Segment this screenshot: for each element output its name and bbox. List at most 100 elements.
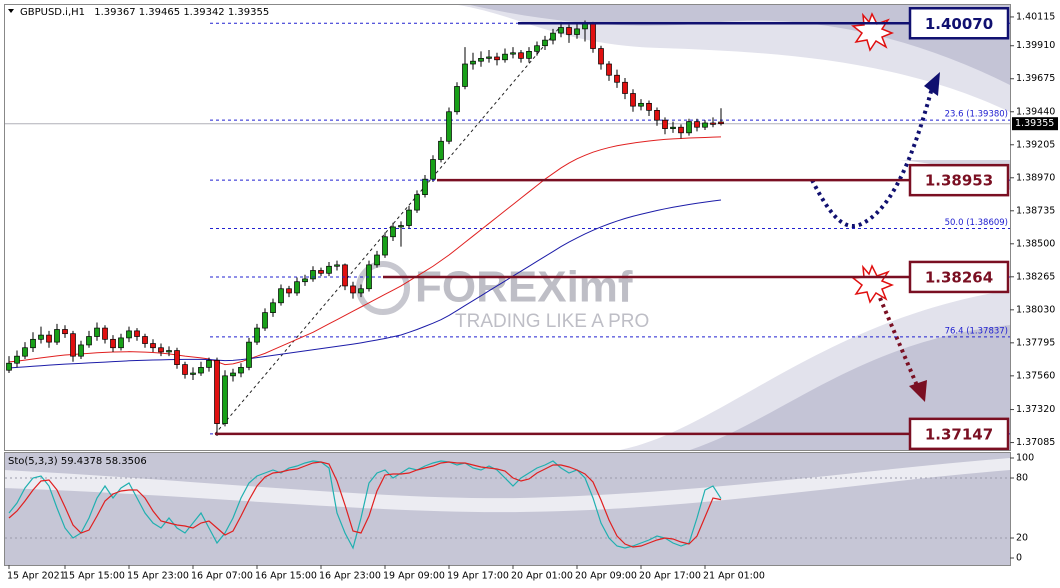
candle-body [494,56,500,61]
y-tick-label: 1.39675 [1016,73,1055,84]
watermark-tagline: TRADING LIKE A PRO [455,311,649,332]
candle-body [94,327,100,337]
scenario-arrow [810,87,934,228]
x-tick-label: 16 Apr 23:00 [319,571,381,582]
x-tick-label: 15 Apr 23:00 [127,571,189,582]
candle-body [118,337,124,349]
candle-body [350,285,356,294]
candle-body [406,209,412,226]
stoch-header: Sto(5,3,3) 59.4378 58.3506 [8,456,147,467]
candle-body [206,360,212,368]
candle-body [598,48,604,65]
candle-body [430,159,436,180]
candle-body [278,288,284,304]
candle-body [158,347,164,353]
stoch-line [8,460,722,550]
candle-body [238,367,244,374]
candle-body [318,270,324,274]
fib-label: 23.6 (1.39380) [945,110,1008,120]
open: 1.39367 [94,7,135,18]
y-tick-label: 1.38265 [1016,271,1055,282]
y-tick-label: 1.37320 [1016,404,1055,415]
candle-body [222,375,228,424]
candle-body [462,63,468,87]
candle-body [294,281,300,294]
candle-body [38,334,44,340]
scenario-arrow [878,297,920,389]
symbol-header: GBPUSD.i,H1 1.39367 1.39465 1.39342 1.39… [20,7,269,18]
candle-body [6,362,12,371]
candle-body [198,367,204,374]
candle-body [246,341,252,368]
candle-body [134,330,140,337]
candle-body [438,140,444,160]
candle-body [614,74,620,83]
candle-body [694,121,700,128]
candle-body [638,102,644,107]
candle-body [254,327,260,343]
moving-average [8,136,722,366]
menu-triangle [8,9,14,13]
level-box [908,7,1010,40]
level-box [908,163,1010,197]
fib-label: 50.0 (1.38609) [945,218,1008,228]
candle-body [566,27,572,35]
candle-body [374,254,380,266]
candle-body [446,111,452,142]
candle-body [150,343,156,349]
candle-body [702,122,708,128]
level-label: 1.40070 [925,15,993,33]
candle-body [414,194,420,211]
candle-body [358,288,364,294]
level-label: 1.38264 [925,268,993,286]
stoch-tick-label: 20 [1016,533,1028,544]
candle-body [22,347,28,357]
candle-body [574,28,580,35]
candle-body [550,32,556,41]
candle-body [710,122,716,125]
candle-body [542,39,548,47]
y-tick-label: 1.37085 [1016,437,1055,448]
candle-body [166,350,172,353]
price-tag [1012,117,1058,131]
candle-body [558,27,564,34]
y-tick-label: 1.37795 [1016,337,1055,348]
watermark-title: FOREXimf [415,263,633,312]
candle-body [270,302,276,313]
candle-body [214,360,220,424]
arrow-head [924,72,940,96]
stoch-label: Sto(5,3,3) [8,456,58,467]
stoch-tick-label: 0 [1016,553,1022,564]
stoch-k: 59.4378 [61,456,102,467]
candle-body [630,93,636,107]
fib-trendline [214,26,561,435]
y-tick-label: 1.38500 [1016,238,1055,249]
candle-body [670,126,676,129]
level-box [908,417,1010,451]
stoch-d: 58.3506 [105,456,146,467]
x-tick-label: 20 Apr 09:00 [575,571,637,582]
candle-body [686,121,692,134]
candle-body [182,364,188,375]
stoch-tick-label: 80 [1016,473,1028,484]
candle-body [646,102,652,111]
candle-body [478,58,484,62]
candle-body [110,338,116,349]
candle-body [678,126,684,134]
candle-body [534,45,540,52]
x-tick-label: 19 Apr 17:00 [447,571,509,582]
candle-body [30,338,36,349]
y-tick-label: 1.38735 [1016,205,1055,216]
candle-body [654,110,660,121]
watermark: FOREXimf TRADING LIKE A PRO [356,261,649,332]
candle-body [302,278,308,283]
candle-body [526,51,532,59]
candle-body [518,52,524,59]
candle-body [174,350,180,365]
candle-body [422,178,428,195]
y-tick-label: 1.40115 [1016,11,1055,22]
candle-body [126,330,132,339]
x-tick-label: 19 Apr 09:00 [383,571,445,582]
candle-body [662,119,668,129]
